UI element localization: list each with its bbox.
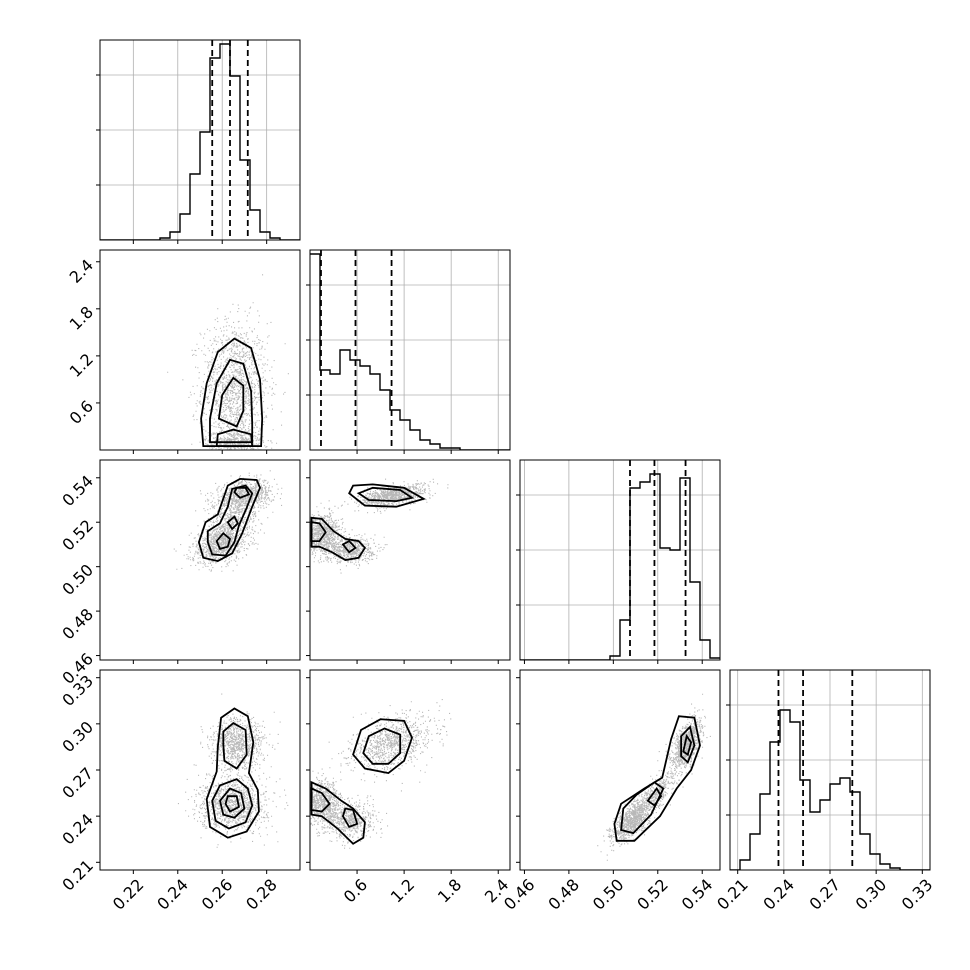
scatter-points-3-0 xyxy=(177,693,289,848)
y-tick-label: 0.50 xyxy=(58,560,97,599)
scatter-panel-3-1 xyxy=(306,669,511,874)
y-tick-label: 0.30 xyxy=(58,717,97,756)
contour-1-0-3 xyxy=(215,428,254,447)
y-tick-label: 0.6 xyxy=(66,397,97,428)
contour-1-0-2 xyxy=(217,376,245,428)
y-tick-label: 0.21 xyxy=(58,856,97,895)
y-tick-label: 1.8 xyxy=(66,302,97,333)
histogram-panel-3 xyxy=(726,669,931,874)
scatter-cloud-3-2 xyxy=(597,693,711,861)
contour-3-2-1 xyxy=(620,781,665,835)
contour-2-1-4 xyxy=(356,486,415,503)
contour-3-2-4 xyxy=(682,734,693,757)
x-tick-label: 0.54 xyxy=(678,875,717,914)
scatter-points-3-1 xyxy=(310,699,452,849)
hist-frame-3 xyxy=(729,669,931,871)
contour-2-0-2 xyxy=(215,532,232,550)
scatter-cloud-3-1 xyxy=(310,699,452,849)
scatter-panel-2-0 xyxy=(96,459,301,664)
scatter-frame-3-2 xyxy=(519,669,721,871)
contour-3-2-3 xyxy=(646,786,663,807)
contour-3-2-0 xyxy=(613,715,701,842)
contour-3-0-1 xyxy=(211,778,254,830)
scatter-frame-2-1 xyxy=(309,459,511,661)
x-tick-label: 0.52 xyxy=(633,875,672,914)
contour-3-1-3 xyxy=(352,718,413,775)
contour-2-0-4 xyxy=(226,515,239,531)
scatter-panel-1-0 xyxy=(96,249,301,454)
x-tick-label: 0.22 xyxy=(109,875,148,914)
contour-3-1-2 xyxy=(341,807,359,829)
x-tick-label: 0.6 xyxy=(340,875,371,906)
scatter-points-3-2 xyxy=(597,693,711,861)
contour-2-1-2 xyxy=(341,539,357,554)
histogram-step-1 xyxy=(310,253,510,450)
contour-2-1-1 xyxy=(310,521,327,542)
contour-2-0-0 xyxy=(197,477,261,563)
scatter-panel-2-1 xyxy=(306,459,511,664)
x-tick-label: 0.24 xyxy=(759,875,798,914)
histogram-step-2 xyxy=(520,473,720,660)
x-tick-label: 0.26 xyxy=(198,875,237,914)
x-tick-label: 0.48 xyxy=(544,875,583,914)
hist-frame-0 xyxy=(99,39,301,241)
hist-frame-2 xyxy=(519,459,721,661)
x-tick-label: 0.33 xyxy=(898,875,937,914)
contour-3-1-0 xyxy=(310,780,366,845)
contour-1-0-1 xyxy=(209,358,254,444)
hist-frame-1 xyxy=(309,249,511,451)
contour-1-0-0 xyxy=(200,337,264,447)
contour-3-0-2 xyxy=(219,787,246,819)
scatter-cloud-2-1 xyxy=(310,478,449,574)
contour-3-2-2 xyxy=(680,725,696,764)
scatter-cloud-1-0 xyxy=(167,274,289,450)
x-tick-label: 0.50 xyxy=(589,875,628,914)
y-tick-label: 0.27 xyxy=(58,764,97,803)
y-tick-label: 0.48 xyxy=(58,605,97,644)
x-tick-label: 0.21 xyxy=(713,875,752,914)
scatter-panel-3-0 xyxy=(96,669,301,874)
x-tick-label: 0.30 xyxy=(852,875,891,914)
scatter-points-1-0 xyxy=(167,274,289,450)
y-tick-label: 1.2 xyxy=(66,350,97,381)
scatter-points-2-1 xyxy=(310,478,449,574)
x-tick-label: 0.24 xyxy=(153,875,192,914)
scatter-frame-1-0 xyxy=(99,249,301,451)
scatter-frame-3-0 xyxy=(99,669,301,871)
contour-3-0-0 xyxy=(205,707,260,839)
x-tick-label: 1.8 xyxy=(434,875,465,906)
x-tick-label: 0.27 xyxy=(806,875,845,914)
y-tick-label: 0.54 xyxy=(58,471,97,510)
scatter-frame-3-1 xyxy=(309,669,511,871)
x-tick-label: 0.46 xyxy=(500,875,539,914)
histogram-step-3 xyxy=(730,709,930,870)
x-tick-label: 0.28 xyxy=(242,875,281,914)
histogram-panel-0 xyxy=(96,39,301,244)
contour-2-1-0 xyxy=(310,516,367,561)
contour-3-0-3 xyxy=(222,722,248,770)
histogram-panel-1 xyxy=(306,249,511,454)
histogram-panel-2 xyxy=(516,459,721,664)
histogram-step-0 xyxy=(100,43,300,240)
contour-3-1-4 xyxy=(362,727,402,765)
contour-3-1-1 xyxy=(310,787,331,813)
scatter-panel-3-2 xyxy=(516,669,721,874)
y-tick-label: 2.4 xyxy=(66,255,97,286)
scatter-frame-2-0 xyxy=(99,459,301,661)
contour-2-1-3 xyxy=(348,483,427,508)
contour-2-0-3 xyxy=(233,486,251,499)
y-tick-label: 0.52 xyxy=(58,516,97,555)
x-tick-label: 1.2 xyxy=(387,875,418,906)
y-tick-label: 0.24 xyxy=(58,810,97,849)
contour-2-0-1 xyxy=(206,484,254,557)
contour-3-0-4 xyxy=(224,795,240,813)
scatter-cloud-3-0 xyxy=(177,693,289,848)
